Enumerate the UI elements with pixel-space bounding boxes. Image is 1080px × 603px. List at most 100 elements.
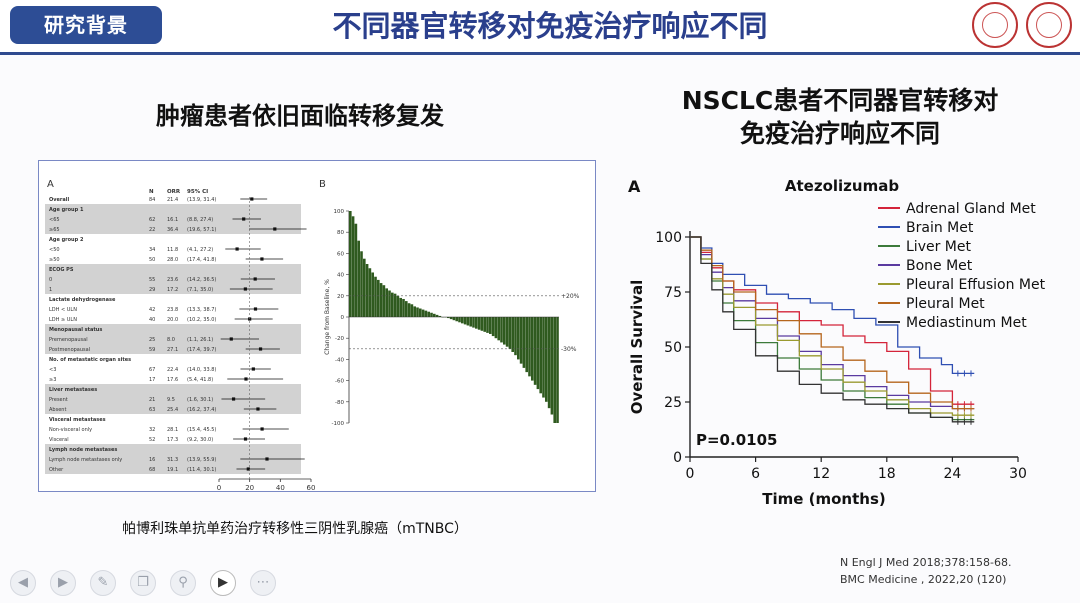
km-legend-label: Brain Met <box>906 220 974 236</box>
forest-row-ci: (17.4, 41.8) <box>187 257 216 263</box>
copy-icon[interactable]: ❐ <box>130 570 156 596</box>
forest-row-shade <box>45 464 301 474</box>
km-x-tick-label: 24 <box>943 466 961 482</box>
km-series-line <box>690 236 975 416</box>
forest-row-orr: 36.4 <box>167 227 178 233</box>
waterfall-bar <box>511 317 514 352</box>
forest-row-orr: 9.5 <box>167 397 175 403</box>
waterfall-y-tick-label: 20 <box>337 294 344 300</box>
waterfall-bar <box>449 317 453 320</box>
forest-row-ci: (14.2, 36.5) <box>187 277 216 283</box>
forest-row-orr: 20.0 <box>167 317 178 323</box>
reference-1: N Engl J Med 2018;378:158-68. <box>840 556 1012 569</box>
waterfall-y-tick-label: 100 <box>334 209 345 215</box>
forest-row-n: 17 <box>149 377 155 383</box>
waterfall-bar <box>491 317 495 337</box>
km-panel-label: A <box>628 177 641 196</box>
forest-row-label: No. of metastatic organ sites <box>49 357 131 363</box>
waterfall-y-tick-label: -20 <box>335 336 344 342</box>
forest-row-shade <box>45 454 301 464</box>
forest-row-orr: 17.6 <box>167 377 178 383</box>
forest-row-shade <box>45 274 301 284</box>
forest-row-label: 1 <box>49 287 52 293</box>
waterfall-bar <box>519 317 523 364</box>
more-icon[interactable]: ⋯ <box>250 570 276 596</box>
waterfall-y-tick-label: 40 <box>337 273 344 279</box>
prev-icon[interactable]: ◀ <box>10 570 36 596</box>
forest-row-n: 29 <box>149 287 155 293</box>
forest-point <box>253 277 257 281</box>
waterfall-ref-lower-label: -30% <box>561 346 577 353</box>
forest-row-label: ECOG PS <box>49 267 74 273</box>
forest-row-label: <65 <box>49 217 60 223</box>
forest-point <box>243 287 247 291</box>
waterfall-bar <box>542 317 545 398</box>
forest-row-ci: (13.3, 38.7) <box>187 307 216 313</box>
forest-row-n: 52 <box>149 437 155 443</box>
waterfall-bar <box>525 317 528 373</box>
waterfall-bar <box>455 317 458 322</box>
forest-row-orr: 22.4 <box>167 367 178 373</box>
left-subtitle: 肿瘤患者依旧面临转移复发 <box>156 102 444 130</box>
video-icon[interactable]: ▶ <box>210 570 236 596</box>
forest-row-ci: (15.4, 45.5) <box>187 427 216 433</box>
waterfall-bar <box>379 283 383 317</box>
waterfall-bar <box>368 268 372 317</box>
forest-row-label: ≥65 <box>49 227 60 233</box>
waterfall-bar <box>354 223 358 317</box>
forest-point <box>256 407 260 411</box>
km-legend-label: Bone Met <box>906 258 973 274</box>
forest-row-n: 34 <box>149 247 155 253</box>
forest-row-orr: 28.1 <box>167 427 178 433</box>
waterfall-bar <box>483 317 486 332</box>
next-icon[interactable]: ▶ <box>50 570 76 596</box>
forest-row-ci: (8.8, 27.4) <box>187 217 213 223</box>
waterfall-bar <box>480 317 484 331</box>
waterfall-bar <box>419 308 422 317</box>
km-series-line <box>690 236 975 410</box>
forest-waterfall-figure: A N ORR 95% CI Overall 84 21.4 (13.9, 31.4) Age … <box>38 160 596 503</box>
forest-row-shade <box>45 344 301 354</box>
forest-row-n: 55 <box>149 277 155 283</box>
km-x-tick-label: 6 <box>751 466 760 482</box>
forest-row-label: <50 <box>49 247 60 253</box>
forest-row-label: LDH < ULN <box>49 307 77 313</box>
forest-point <box>246 467 250 471</box>
forest-point <box>273 227 277 231</box>
waterfall-bar <box>547 317 551 409</box>
figure-caption: 帕博利珠单抗单药治疗转移性三阴性乳腺癌（mTNBC） <box>122 521 468 537</box>
forest-row-orr: 16.1 <box>167 217 178 223</box>
pen-icon[interactable]: ✎ <box>90 570 116 596</box>
waterfall-bar <box>402 298 405 317</box>
waterfall-bar <box>517 317 520 360</box>
waterfall-bar <box>433 313 436 317</box>
forest-row-label: ≥50 <box>49 257 60 263</box>
forest-row-label: Absent <box>49 407 66 413</box>
forest-row-label: Present <box>49 397 68 403</box>
waterfall-bar <box>385 288 388 317</box>
forest-row-shade <box>45 204 301 214</box>
waterfall-bar <box>452 317 456 321</box>
waterfall-y-tick-label: -60 <box>335 379 344 385</box>
km-x-tick-label: 18 <box>878 466 896 482</box>
forest-row-ci: (1.6, 30.1) <box>187 397 213 403</box>
forest-row-n: 22 <box>149 227 155 233</box>
waterfall-bar <box>371 272 374 317</box>
forest-row-ci: (9.2, 30.0) <box>187 437 213 443</box>
waterfall-bar <box>421 309 425 317</box>
forest-x-tick-label: 20 <box>245 484 254 491</box>
forest-row-ci: (5.4, 41.8) <box>187 377 213 383</box>
forest-row-n: 32 <box>149 427 155 433</box>
waterfall-bar <box>528 317 531 377</box>
forest-row-ci: (7.1, 35.0) <box>187 287 213 293</box>
waterfall-bar <box>531 317 534 381</box>
waterfall-bar <box>410 304 414 317</box>
zoom-icon[interactable]: ⚲ <box>170 570 196 596</box>
references: N Engl J Med 2018;378:158-68. BMC Medici… <box>840 554 1012 588</box>
right-subtitle-line2: 免疫治疗响应不同 <box>739 119 940 148</box>
forest-row-label: Lactate dehydrogenase <box>49 297 116 303</box>
forest-row-n: 59 <box>149 347 155 353</box>
km-legend-label: Adrenal Gland Met <box>906 201 1036 217</box>
km-series-line <box>690 236 975 410</box>
km-survival-chart: A Atezolizumab 0 25 50 75 100 0 6 12 18 24 30 Time (m… <box>628 177 1046 508</box>
